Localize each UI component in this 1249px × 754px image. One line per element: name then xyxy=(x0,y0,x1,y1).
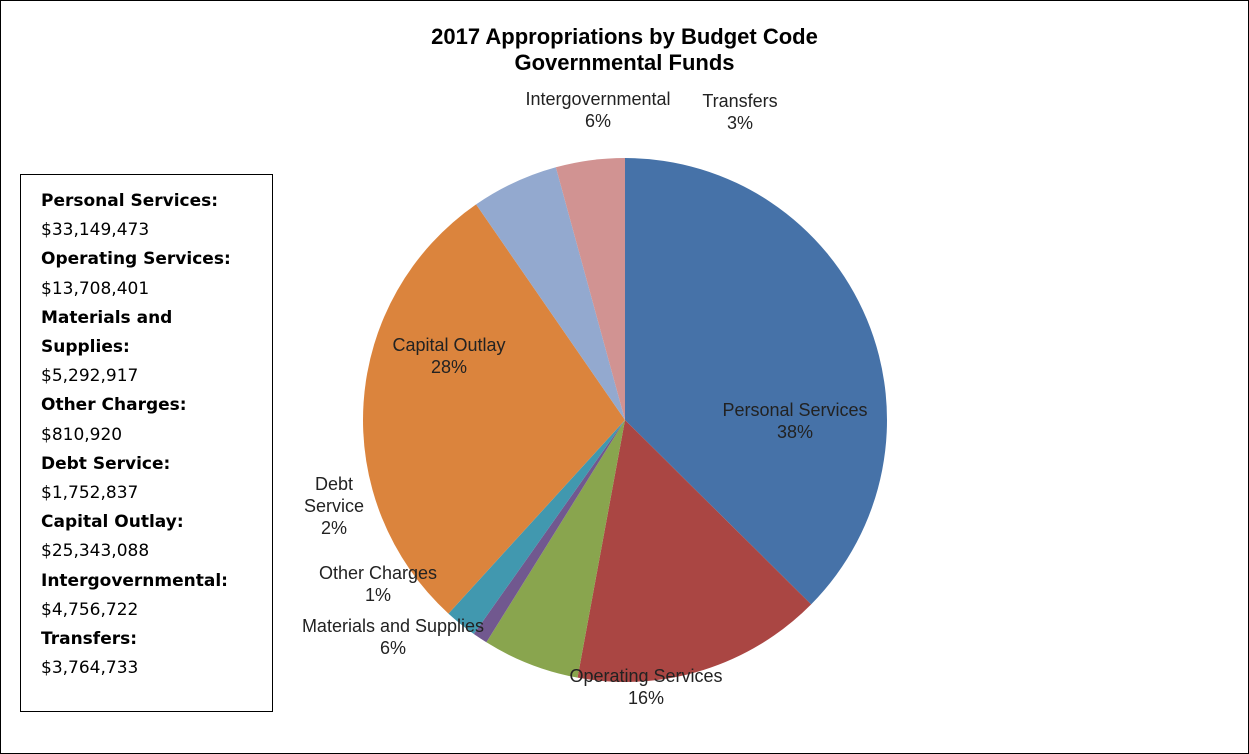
pie-slice-operating-services xyxy=(577,420,812,682)
amount-label-operating-services: Operating Services: xyxy=(41,249,231,270)
budget-amounts-box: Personal Services: $33,149,473 Operating… xyxy=(20,174,273,712)
amount-value-intergovernmental: $4,756,722 xyxy=(41,599,139,620)
amount-label-materials-and-supplies: Materials and Supplies: xyxy=(41,307,173,358)
amount-value-personal-services: $33,149,473 xyxy=(41,220,150,241)
pie-slice-capital-outlay xyxy=(362,204,625,614)
amount-value-operating-services: $13,708,401 xyxy=(41,278,150,299)
pie-slice-transfers xyxy=(555,158,625,420)
amount-value-transfers: $3,764,733 xyxy=(41,658,139,679)
pie-slice-intergovernmental xyxy=(476,167,625,420)
amount-label-intergovernmental: Intergovernmental: xyxy=(41,570,228,591)
slice-label-personal-services: Personal Services 38% xyxy=(722,400,867,442)
amount-value-capital-outlay: $25,343,088 xyxy=(41,541,150,562)
amount-label-personal-services: Personal Services: xyxy=(41,191,219,211)
amount-label-transfers: Transfers: xyxy=(41,629,138,650)
amount-value-other-charges: $810,920 xyxy=(41,424,123,445)
amount-label-debt-service: Debt Service: xyxy=(41,453,171,474)
slice-label-debt-service: Debt Service 2% xyxy=(304,474,364,538)
slice-label-intergovernmental: Intergovernmental 6% xyxy=(525,89,670,131)
pie-slice-debt-service xyxy=(448,420,625,634)
pie-slice-materials-and-supplies xyxy=(486,420,625,678)
amount-value-debt-service: $1,752,837 xyxy=(41,483,139,504)
slice-label-capital-outlay: Capital Outlay 28% xyxy=(392,335,505,377)
chart-subtitle: Governmental Funds xyxy=(514,50,735,75)
amount-label-other-charges: Other Charges: xyxy=(41,395,187,416)
slice-label-operating-services: Operating Services 16% xyxy=(569,666,722,708)
amount-label-capital-outlay: Capital Outlay: xyxy=(41,512,184,533)
pie-slice-personal-services xyxy=(625,158,888,605)
chart-title: 2017 Appropriations by Budget Code xyxy=(431,24,818,49)
amount-value-materials-and-supplies: $5,292,917 xyxy=(41,366,139,387)
slice-label-materials-and-supplies: Materials and Supplies 6% xyxy=(302,616,484,658)
slice-label-transfers: Transfers 3% xyxy=(702,91,777,133)
pie-slice-other-charges xyxy=(473,420,625,643)
slice-label-other-charges: Other Charges 1% xyxy=(319,563,437,605)
